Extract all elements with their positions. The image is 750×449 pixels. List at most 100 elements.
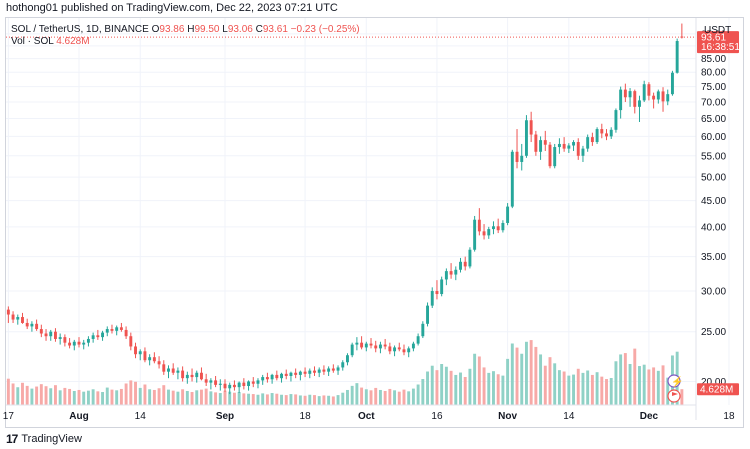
flag-glyph [672,392,678,399]
volume-bar [190,392,194,405]
candle-body [115,327,119,331]
candle [680,23,684,39]
candle [397,342,401,352]
candle-body [270,374,274,380]
candle-body [496,226,500,231]
candle-body [82,342,86,345]
candle [204,373,208,387]
volume-bar [614,361,618,405]
candle-body [134,346,137,355]
candle [638,95,641,122]
candle-body [364,343,368,348]
candle-body [308,370,312,374]
candle [313,366,316,376]
volume-bar [237,392,241,405]
candle-body [449,271,453,275]
candle [86,336,90,347]
volume-bar [232,392,236,405]
candle-body [576,142,580,156]
volume-bar [609,378,613,405]
volume-bar [440,364,444,405]
price-tag-countdown: 16:38:51 [701,42,740,53]
candle-body [294,372,298,375]
candle [449,263,453,279]
tradingview-logo-icon: 17 [6,432,18,446]
candle [652,92,656,109]
candle [298,370,302,381]
candle [195,370,199,383]
candle-body [675,41,679,73]
candle-body [16,317,20,320]
candle-body [148,357,152,361]
high-value: 99.50 [194,24,220,35]
candle [614,108,618,133]
candle [675,38,679,74]
candle [670,70,674,96]
candle [529,111,533,143]
candle-body [350,344,354,356]
volume-bar [590,374,594,405]
candle [506,203,510,226]
candle-body [638,100,641,107]
volume-tag: 4.628M [697,383,739,396]
candle-body [553,147,557,167]
volume-bar [595,372,599,405]
candle [11,311,15,323]
candle [322,365,326,375]
candle [496,218,500,234]
volume-bar [482,367,486,405]
candle [421,321,425,339]
candle [666,89,670,106]
volume-bar [327,395,331,405]
volume-label[interactable]: Vol · SOL [11,36,54,47]
volume-bar [148,389,152,405]
currency-label[interactable]: USDT [704,25,732,36]
candle [647,82,651,101]
volume-bar [454,374,458,405]
volume-bar [605,379,608,405]
lightning-icon [667,374,681,388]
candle-body [670,72,674,95]
candle-body [35,323,39,330]
candle [369,338,373,349]
volume-bar [119,388,123,405]
volume-bar [487,372,491,405]
candle [393,345,397,357]
candle [600,123,604,139]
volume-bar [586,370,590,405]
volume-bar [562,371,566,405]
volume-bar [355,383,359,405]
candle-body [331,368,335,371]
candle [115,325,119,336]
candle-body [181,370,185,379]
candle-body [204,379,208,383]
volume-bar [58,390,62,405]
candle-body [421,323,425,337]
volume-bar [317,396,321,405]
candle-body [477,219,481,232]
candle [294,368,298,379]
volume-bar [656,370,660,405]
volume-bar [134,381,137,405]
candles [6,23,684,395]
close-value: 93.61 [262,24,288,35]
volume-bar [49,388,53,405]
candle [214,375,218,388]
x-tick-label: Nov [498,411,517,422]
volume-bar [129,380,133,405]
volume-bar [553,363,557,405]
y-tick-label: 65.00 [701,114,726,125]
symbol-label[interactable]: SOL / TetherUS, 1D, BINANCE [11,24,149,35]
candle [440,276,444,297]
candle-body [101,332,105,338]
candle-body [397,347,401,350]
volume-bar [501,375,505,405]
footer-brand[interactable]: TradingView [21,433,82,445]
candle [6,306,10,323]
volume-bar [510,343,514,405]
time-axis: 17 Aug 14 Sep 18 Oct 16 Nov 14 Dec 18 [3,404,735,422]
candle [77,337,81,348]
volume-bar [72,390,76,405]
